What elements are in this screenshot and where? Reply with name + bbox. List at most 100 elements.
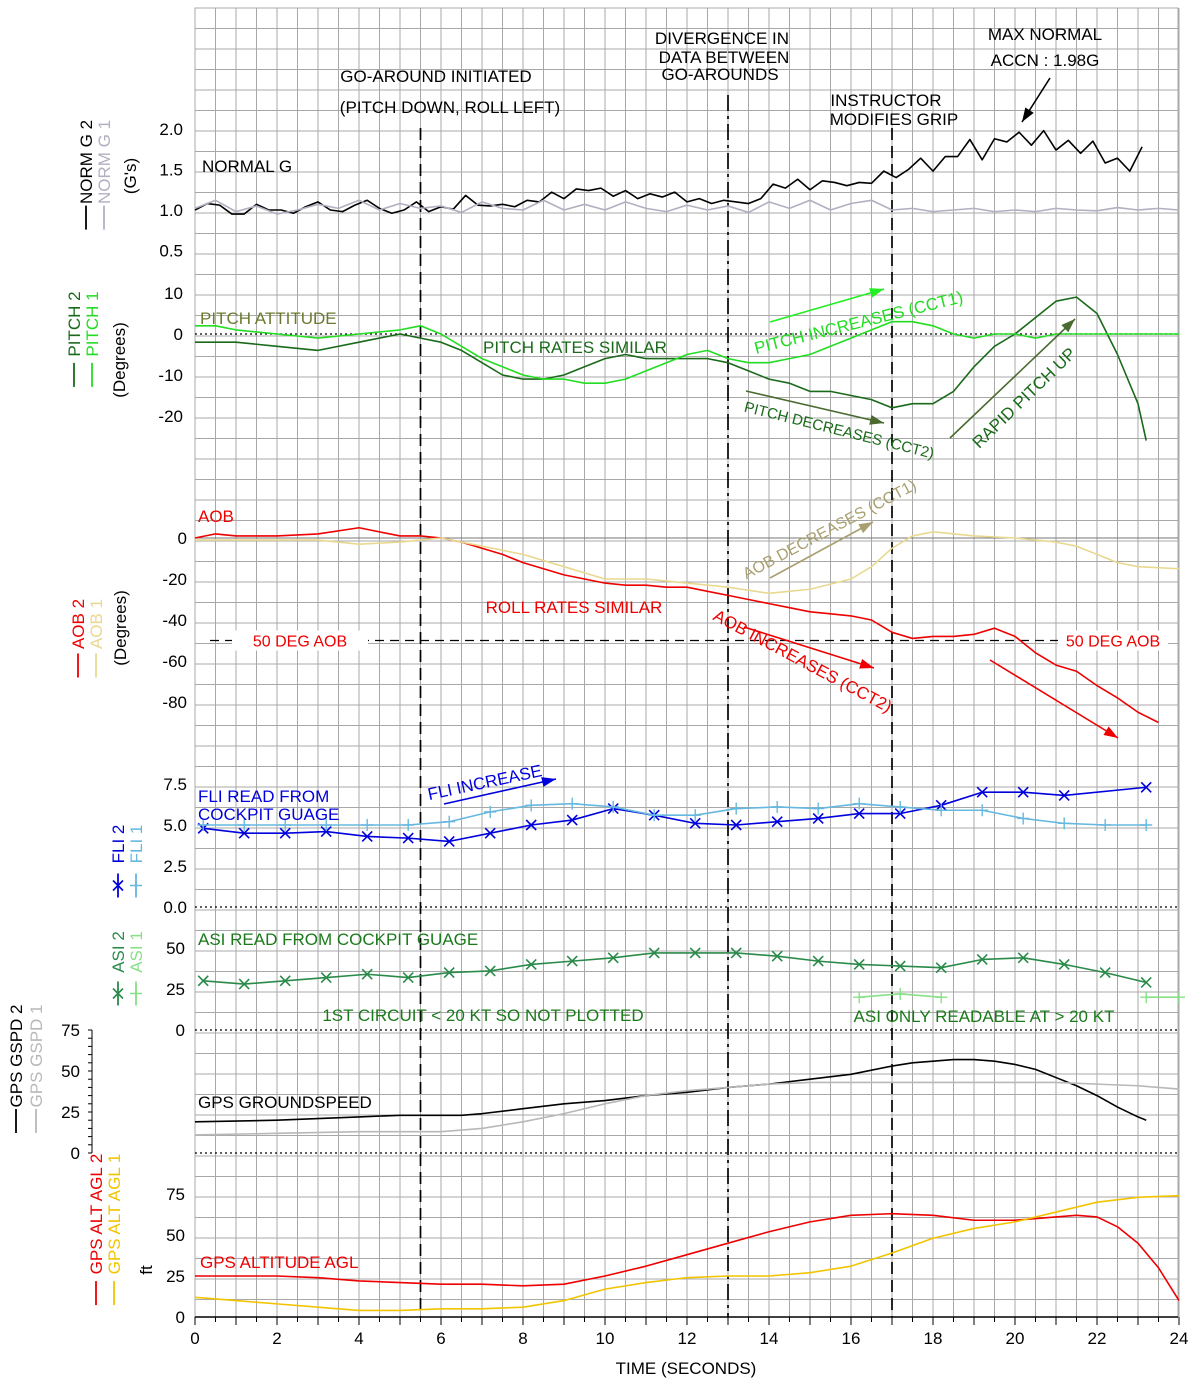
legend-fli-2-marker — [112, 879, 124, 892]
y-tick-label: 10 — [164, 284, 183, 303]
annotation-fli-increase: FLI INCREASE — [426, 761, 544, 804]
data-point-x-marker — [320, 825, 332, 838]
x-tick-label: 12 — [678, 1329, 697, 1348]
data-point-x-marker — [484, 965, 496, 977]
annotation-pitch-decreases: PITCH DECREASES (CCT2) — [742, 399, 935, 463]
data-point-x-marker — [238, 978, 250, 990]
data-point-x-marker — [525, 819, 537, 831]
data-point-plus-marker — [197, 819, 210, 831]
data-point-x-marker — [402, 832, 414, 844]
data-point-plus-marker — [648, 809, 661, 822]
x-tick-label: 14 — [760, 1329, 779, 1348]
y-tick-label: 50 — [61, 1062, 80, 1081]
event-marker-label: GO-AROUND INITIATED — [340, 67, 531, 86]
y-tick-label: 1.0 — [159, 201, 183, 220]
data-point-plus-marker — [976, 804, 989, 817]
arrow-aob-decreases-head — [858, 522, 873, 534]
y-tick-label: 1.5 — [159, 161, 183, 180]
x-tick-label: 24 — [1170, 1329, 1189, 1348]
x-tick-label: 10 — [596, 1329, 615, 1348]
data-point-plus-marker — [402, 819, 415, 831]
y-axis-title-aob: (Degrees) — [111, 590, 130, 666]
data-point-x-marker — [361, 968, 373, 980]
panel-title-asi: ASI READ FROM COCKPIT GUAGE — [198, 930, 478, 949]
arrow-pitch-decreases-head — [869, 414, 884, 425]
legend-gps-alt-agl-1: GPS ALT AGL 1 — [105, 1154, 124, 1275]
event-markers: GO-AROUND INITIATED (PITCH DOWN, ROLL LEF… — [340, 29, 958, 1317]
event-marker-label: GO-AROUNDS — [661, 65, 778, 84]
y-tick-label: 0 — [174, 325, 183, 344]
data-series — [194, 129, 1185, 1312]
y-tick-label: 7.5 — [163, 775, 187, 794]
y-tick-label: 50 — [166, 939, 185, 958]
arrow-aob-decreases — [769, 521, 874, 579]
y-tick-label: -40 — [162, 611, 187, 630]
data-point-x-marker — [484, 827, 496, 839]
data-point-plus-marker — [525, 799, 538, 812]
x-tick-label: 22 — [1088, 1329, 1107, 1348]
y-tick-label: 75 — [61, 1021, 80, 1040]
series-line-gps-gspd-2 — [194, 1058, 1147, 1123]
data-point-x-marker — [689, 947, 701, 959]
y-tick-label: -60 — [162, 652, 187, 671]
data-point-plus-marker — [812, 802, 825, 815]
data-point-x-marker — [238, 827, 250, 839]
legend-norm-g-2: NORM G 2 — [77, 120, 96, 204]
panel-title-gspd: GPS GROUNDSPEED — [198, 1093, 372, 1112]
annotation-max-normal: MAX NORMAL — [988, 25, 1102, 44]
annotation-rapid-pitch-up: RAPID PITCH UP — [969, 344, 1080, 452]
data-point-x-marker — [812, 812, 824, 825]
panel-legends: NORM G 2 NORM G 1 (G's) PITCH 2 PITCH 1 (Degr… — [7, 120, 156, 1306]
arrow-pitch-decreases — [745, 390, 885, 424]
data-point-x-marker — [1017, 786, 1029, 798]
data-point-plus-marker — [1099, 819, 1112, 831]
data-point-plus-marker — [894, 987, 907, 1000]
data-point-plus-marker — [771, 800, 784, 813]
legend-gps-alt-agl-2: GPS ALT AGL 2 — [87, 1154, 106, 1275]
y-tick-label: 0 — [176, 1308, 185, 1327]
data-point-x-marker — [894, 807, 906, 820]
data-point-x-marker — [853, 807, 865, 820]
arrow-rapid-pitch-up-head — [1061, 319, 1075, 333]
panel-title-fli-line2: COCKPIT GUAGE — [198, 805, 339, 824]
reference-lines: 50 DEG AOB 50 DEG AOB — [195, 333, 1178, 1154]
panel-title-aob: AOB — [198, 507, 234, 526]
data-point-plus-marker — [320, 819, 333, 831]
annotation-arrows — [443, 77, 1119, 805]
series-line-asi-2 — [203, 952, 1147, 985]
data-point-x-marker — [607, 952, 619, 964]
data-point-x-marker — [894, 960, 906, 972]
x-tick-label: 20 — [1006, 1329, 1025, 1348]
legend-norm-g-1: NORM G 1 — [95, 120, 114, 204]
data-point-x-marker — [361, 830, 373, 843]
series-line-pitch-1 — [195, 320, 1179, 385]
legend-fli-1-marker — [130, 879, 142, 892]
y-axis-title-normal_g: (G's) — [121, 158, 140, 194]
panel-title-fli-line1: FLI READ FROM — [198, 787, 329, 806]
data-point-x-marker — [976, 786, 988, 798]
y-tick-label: 75 — [166, 1185, 185, 1204]
data-point-x-marker — [1140, 781, 1152, 793]
data-point-x-marker — [566, 814, 578, 826]
x-tick-label: 4 — [354, 1329, 363, 1348]
x-tick-label: 16 — [842, 1329, 861, 1348]
series-line-gps-alt-agl-1 — [194, 1194, 1180, 1312]
event-marker-label: DIVERGENCE IN — [655, 29, 789, 48]
data-point-x-marker — [566, 955, 578, 967]
y-tick-label: 0 — [178, 529, 187, 548]
annotation-accn-value: ACCN : 1.98G — [991, 51, 1100, 70]
aob-ref-label-bg — [232, 630, 368, 651]
data-point-x-marker — [443, 835, 455, 847]
data-point-plus-marker — [1058, 817, 1071, 830]
arrow-max-normal-head — [1022, 107, 1034, 122]
y-axis-title-alt: ft — [137, 1265, 156, 1275]
series-line-norm-g-2 — [194, 129, 1143, 215]
x-tick-label: 0 — [190, 1329, 199, 1348]
data-point-x-marker — [730, 947, 742, 959]
y-axis-title-pitch: (Degrees) — [110, 322, 129, 398]
series-line-gps-gspd-1 — [194, 1081, 1180, 1136]
data-point-plus-marker — [1140, 991, 1153, 1004]
arrow-aob-increases — [743, 626, 875, 669]
data-point-plus-marker — [853, 797, 866, 810]
legend-asi-1: ASI 1 — [127, 931, 146, 973]
